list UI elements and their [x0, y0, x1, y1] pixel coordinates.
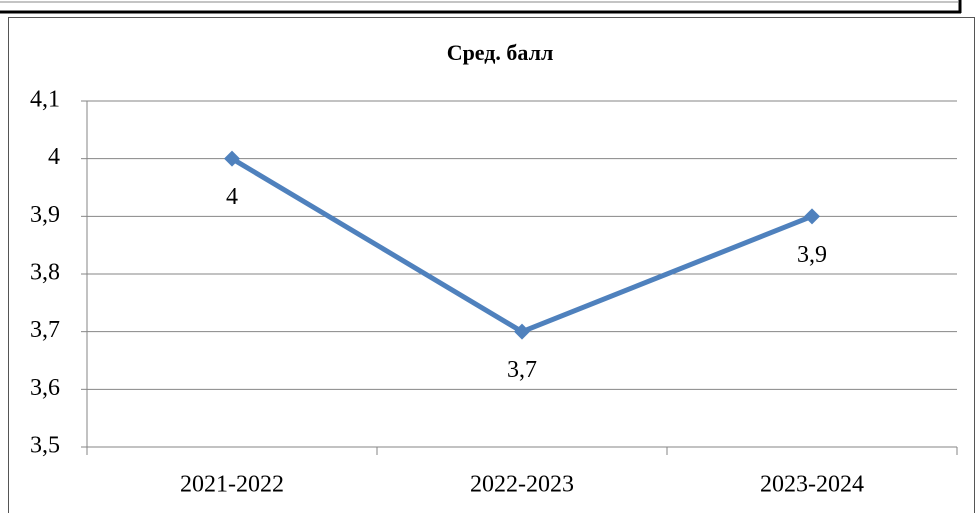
- y-tick-label: 4,1: [30, 87, 60, 113]
- marker: [224, 150, 240, 167]
- data-label: 4: [226, 184, 238, 210]
- data-label: 3,9: [797, 242, 827, 268]
- y-tick-label: 3,6: [30, 375, 60, 401]
- chart-title: Сред. балл: [447, 40, 554, 65]
- chart-border: [8, 17, 975, 513]
- x-tick-label: 2023-2024: [760, 472, 864, 498]
- x-tick-label: 2022-2023: [470, 472, 574, 498]
- y-tick-label: 3,5: [30, 433, 60, 459]
- y-tick-label: 4: [48, 144, 60, 170]
- x-tick-label: 2021-2022: [180, 472, 284, 498]
- marker: [514, 323, 530, 340]
- marker: [804, 208, 820, 225]
- y-tick-label: 3,8: [30, 260, 60, 286]
- y-tick-label: 3,7: [30, 317, 60, 343]
- y-tick-label: 3,9: [30, 202, 60, 228]
- data-label: 3,7: [507, 357, 537, 383]
